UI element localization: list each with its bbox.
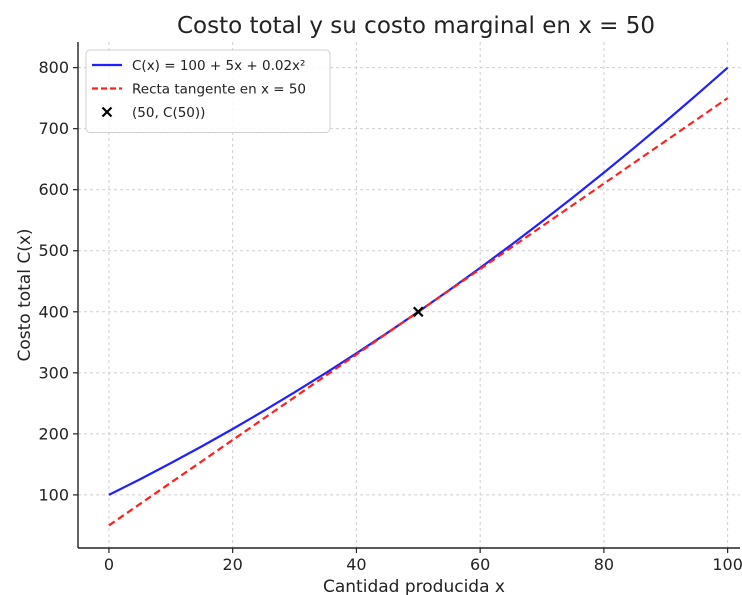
y-tick-label-200: 200 xyxy=(38,424,69,443)
x-tick-label-40: 40 xyxy=(346,555,366,574)
y-tick-label-300: 300 xyxy=(38,363,69,382)
y-tick-label-800: 800 xyxy=(38,58,69,77)
x-axis-label: Cantidad producida x xyxy=(323,577,505,595)
y-tick-label-100: 100 xyxy=(38,485,69,504)
legend-label: (50, C(50)) xyxy=(132,105,205,121)
series-layer xyxy=(109,68,728,526)
legend: C(x) = 100 + 5x + 0.02x² Recta tangente e… xyxy=(86,50,330,133)
y-tick-label-400: 400 xyxy=(38,302,69,321)
legend-label: Recta tangente en x = 50 xyxy=(132,82,306,98)
legend-label: C(x) = 100 + 5x + 0.02x² xyxy=(132,58,305,74)
x-tick-label-80: 80 xyxy=(594,555,614,574)
x-tick-label-60: 60 xyxy=(470,555,490,574)
x-tick-label-20: 20 xyxy=(222,555,242,574)
chart-title: Costo total y su costo marginal en x = 5… xyxy=(177,13,655,39)
x-tick-label-100: 100 xyxy=(712,555,742,574)
y-tick-label-600: 600 xyxy=(38,180,69,199)
y-tick-label-500: 500 xyxy=(38,241,69,260)
y-tick-label-700: 700 xyxy=(38,119,69,138)
y-axis-label: Costo total C(x) xyxy=(15,228,35,361)
x-tick-label-0: 0 xyxy=(104,555,114,574)
